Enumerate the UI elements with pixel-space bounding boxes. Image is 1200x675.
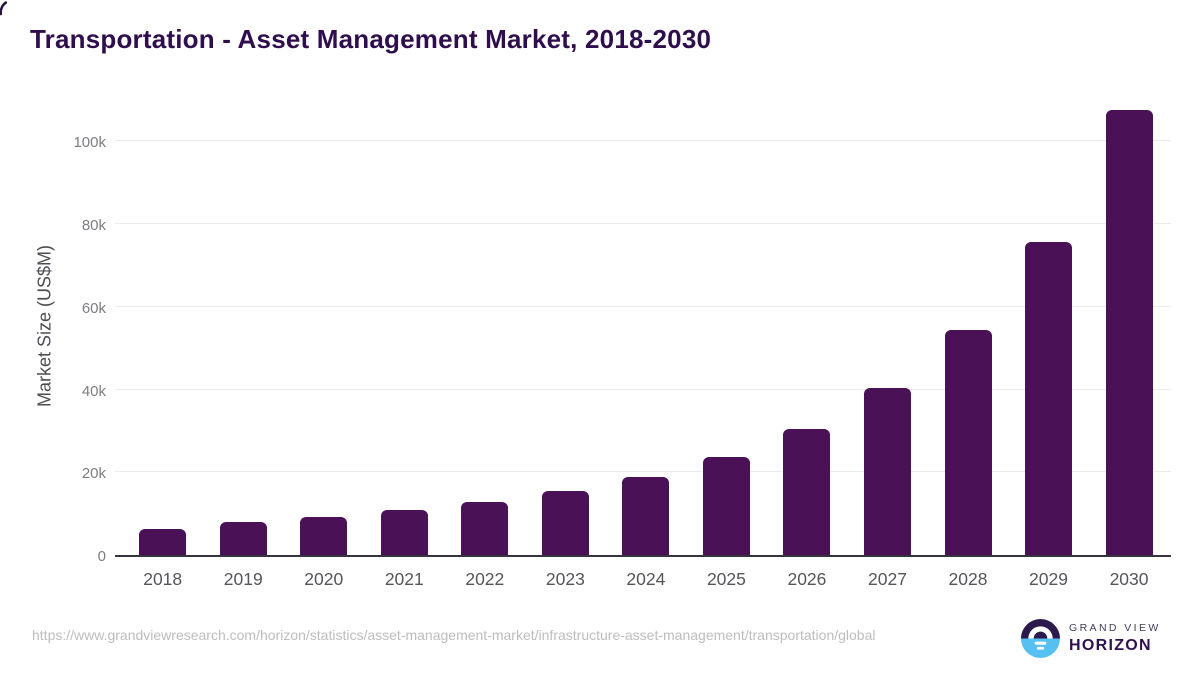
brand-name-bottom: HORIZON xyxy=(1069,637,1152,654)
bar-2020[interactable] xyxy=(300,516,348,555)
x-tick-label-2022: 2022 xyxy=(465,569,505,589)
corner-mark xyxy=(0,1,8,16)
brand-name: GRAND VIEW HORIZON xyxy=(1069,622,1161,655)
bar-2018[interactable] xyxy=(139,528,187,555)
x-tick-label-2019: 2019 xyxy=(223,569,263,589)
x-tick-label-2030: 2030 xyxy=(1109,569,1149,589)
y-tick-label-0: 0 xyxy=(97,548,106,565)
bar-2021[interactable] xyxy=(380,509,428,555)
bar-2029[interactable] xyxy=(1025,241,1073,555)
source-url: https://www.grandviewresearch.com/horizo… xyxy=(32,627,876,643)
x-tick-label-2023: 2023 xyxy=(545,569,585,589)
gridline-20k xyxy=(115,471,1171,473)
x-tick-label-2029: 2029 xyxy=(1029,569,1068,589)
bar-2022[interactable] xyxy=(461,502,509,555)
x-tick-label-2028: 2028 xyxy=(948,569,988,589)
bar-2025[interactable] xyxy=(702,456,750,555)
x-tick-label-2021: 2021 xyxy=(384,569,424,589)
x-tick-label-2025: 2025 xyxy=(706,569,746,589)
gridline-40k xyxy=(115,388,1171,390)
gridline-100k xyxy=(115,140,1171,142)
x-tick-label-2024: 2024 xyxy=(626,569,666,589)
gridline-60k xyxy=(115,305,1171,307)
brand-name-top: GRAND VIEW xyxy=(1069,622,1161,634)
x-tick-label-2018: 2018 xyxy=(143,569,183,589)
chart-title: Transportation - Asset Management Market… xyxy=(30,24,712,54)
bar-2019[interactable] xyxy=(219,522,267,555)
bar-2027[interactable] xyxy=(863,388,911,555)
x-axis-labels: 2018 2019 2020 2021 2022 2023 2024 2025 2026 2027… xyxy=(115,569,1171,595)
bar-2023[interactable] xyxy=(541,490,589,555)
bar-2024[interactable] xyxy=(622,477,670,555)
horizon-sun-icon xyxy=(1021,619,1060,658)
gridline-80k xyxy=(115,223,1171,225)
y-tick-label-80k: 80k xyxy=(81,217,106,235)
bar-2030[interactable] xyxy=(1105,109,1153,555)
y-axis-tick-labels: 0 20k 40k 60k 80k 100k xyxy=(0,95,106,565)
bar-2028[interactable] xyxy=(944,329,992,555)
y-tick-label-20k: 20k xyxy=(81,465,106,483)
plot-area xyxy=(115,95,1171,557)
bar-2026[interactable] xyxy=(783,429,831,555)
x-tick-label-2026: 2026 xyxy=(787,569,827,589)
y-tick-label-100k: 100k xyxy=(73,134,106,152)
x-tick-label-2020: 2020 xyxy=(304,569,344,589)
y-tick-label-60k: 60k xyxy=(81,299,106,317)
y-tick-label-40k: 40k xyxy=(81,382,106,400)
brand-logo: GRAND VIEW HORIZON xyxy=(1021,619,1161,658)
x-tick-label-2027: 2027 xyxy=(868,569,907,589)
